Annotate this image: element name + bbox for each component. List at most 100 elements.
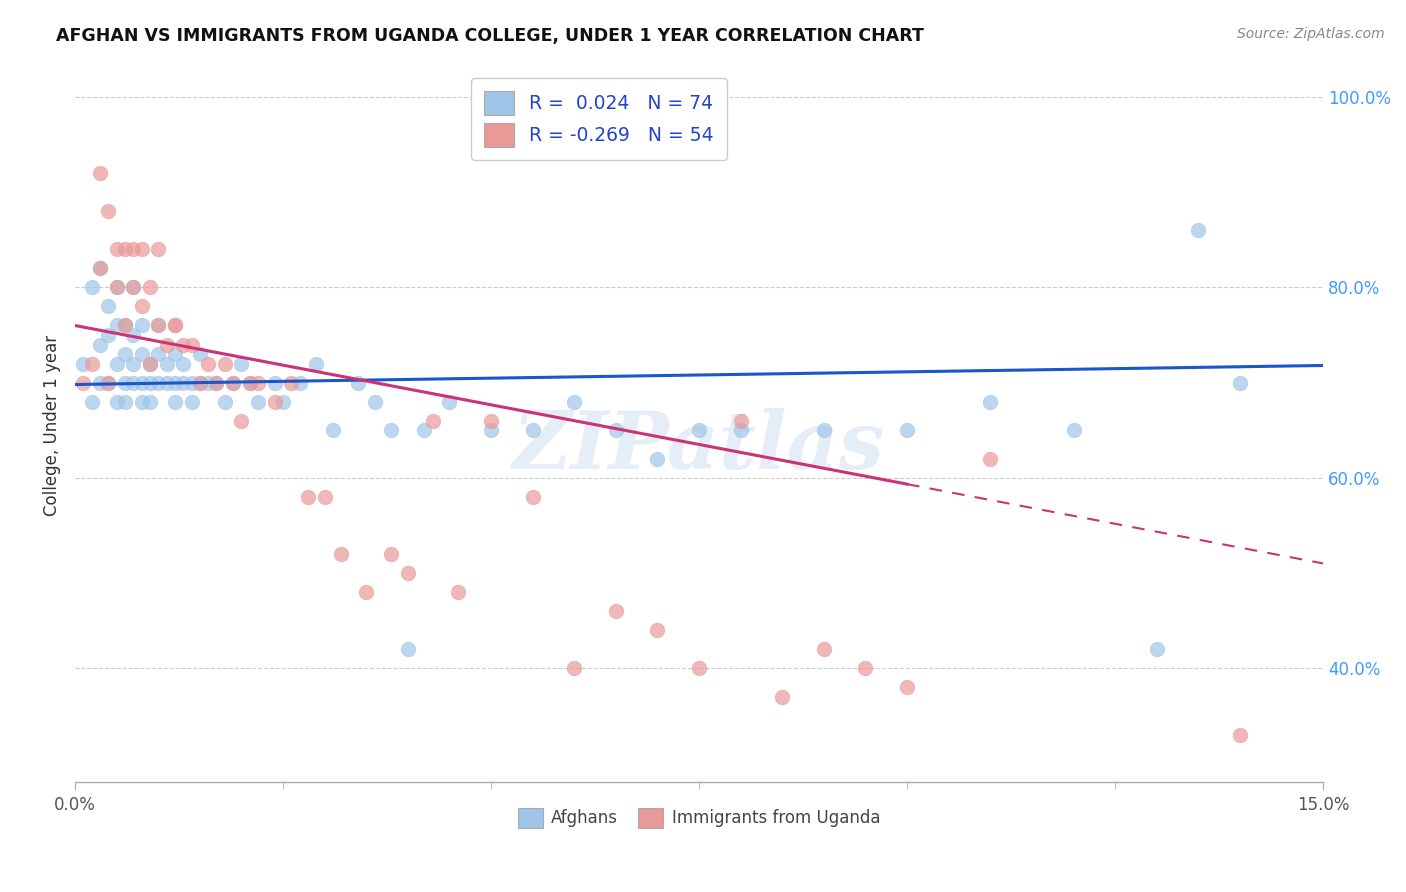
Point (222, 376, 245, 390)
Point (239, 376, 262, 390)
Point (979, 451, 1001, 466)
Point (105, 243, 128, 257)
Point (155, 357, 177, 371)
Point (114, 376, 136, 390)
Point (105, 318, 128, 333)
Point (139, 280, 162, 294)
Point (139, 376, 162, 390)
Point (562, 394, 585, 409)
Text: ZIPatlas: ZIPatlas (513, 409, 886, 485)
Point (122, 280, 145, 294)
Point (97, 376, 120, 390)
Point (813, 423, 835, 437)
Point (422, 414, 444, 428)
Point (605, 604, 627, 618)
Point (163, 376, 186, 390)
Point (347, 376, 370, 390)
Point (122, 280, 145, 294)
Point (1229, 728, 1251, 742)
Point (131, 394, 153, 409)
Point (231, 414, 253, 428)
Point (148, 376, 170, 390)
Point (188, 376, 211, 390)
Point (439, 394, 461, 409)
Point (322, 423, 344, 437)
Point (239, 376, 262, 390)
Point (896, 423, 918, 437)
Point (89, 376, 111, 390)
Point (148, 243, 170, 257)
Y-axis label: College, Under 1 year: College, Under 1 year (44, 334, 60, 516)
Point (214, 357, 236, 371)
Point (647, 623, 669, 637)
Point (97, 204, 120, 219)
Point (447, 585, 470, 599)
Point (89, 337, 111, 351)
Point (522, 423, 544, 437)
Point (122, 328, 145, 343)
Point (163, 318, 186, 333)
Point (688, 661, 710, 675)
Point (155, 337, 177, 351)
Point (396, 642, 419, 657)
Point (688, 423, 710, 437)
Point (163, 318, 186, 333)
Point (114, 243, 136, 257)
Point (197, 376, 219, 390)
Point (148, 318, 170, 333)
Point (380, 547, 402, 561)
Point (354, 585, 377, 599)
Point (280, 376, 302, 390)
Point (131, 300, 153, 314)
Point (813, 642, 835, 657)
Point (97, 300, 120, 314)
Point (1229, 376, 1251, 390)
Point (896, 680, 918, 694)
Point (770, 690, 793, 704)
Point (122, 376, 145, 390)
Point (97, 376, 120, 390)
Point (72, 357, 94, 371)
Point (188, 347, 211, 361)
Point (131, 318, 153, 333)
Point (271, 394, 294, 409)
Point (180, 337, 202, 351)
Point (730, 423, 752, 437)
Point (413, 423, 436, 437)
Point (396, 566, 419, 580)
Point (163, 394, 186, 409)
Point (105, 280, 128, 294)
Point (89, 166, 111, 180)
Point (131, 243, 153, 257)
Point (180, 394, 202, 409)
Text: Source: ZipAtlas.com: Source: ZipAtlas.com (1237, 27, 1385, 41)
Point (305, 357, 328, 371)
Point (855, 661, 877, 675)
Point (297, 490, 319, 504)
Point (214, 394, 236, 409)
Point (80, 394, 103, 409)
Point (730, 414, 752, 428)
Text: AFGHAN VS IMMIGRANTS FROM UGANDA COLLEGE, UNDER 1 YEAR CORRELATION CHART: AFGHAN VS IMMIGRANTS FROM UGANDA COLLEGE… (56, 27, 924, 45)
Point (1146, 642, 1168, 657)
Point (522, 490, 544, 504)
Point (105, 357, 128, 371)
Point (380, 423, 402, 437)
Point (979, 394, 1001, 409)
Point (479, 414, 502, 428)
Point (263, 394, 285, 409)
Point (131, 347, 153, 361)
Point (222, 376, 245, 390)
Point (80, 357, 103, 371)
Point (148, 318, 170, 333)
Point (247, 376, 270, 390)
Point (155, 376, 177, 390)
Point (1063, 423, 1085, 437)
Point (114, 347, 136, 361)
Point (263, 376, 285, 390)
Point (172, 337, 194, 351)
Point (148, 347, 170, 361)
Point (180, 376, 202, 390)
Point (172, 357, 194, 371)
Point (122, 243, 145, 257)
